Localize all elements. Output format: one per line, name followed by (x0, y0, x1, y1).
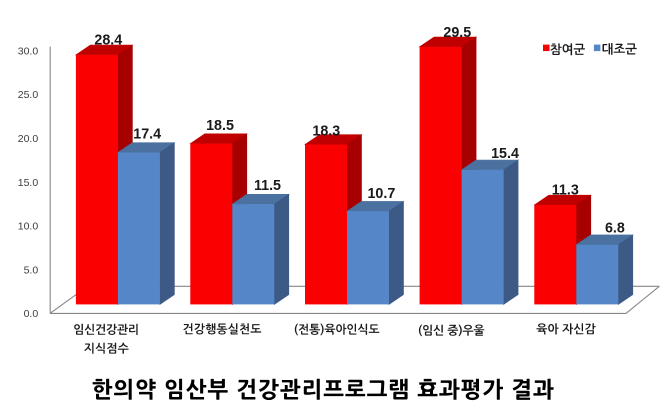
svg-text:5.0: 5.0 (24, 264, 39, 276)
svg-text:20.0: 20.0 (18, 133, 39, 145)
svg-text:10.7: 10.7 (367, 186, 395, 202)
svg-text:6.8: 6.8 (605, 220, 625, 236)
svg-text:11.5: 11.5 (254, 178, 281, 194)
svg-text:11.3: 11.3 (552, 182, 579, 198)
svg-text:15.4: 15.4 (491, 146, 519, 162)
svg-text:25.0: 25.0 (18, 89, 39, 101)
svg-text:28.4: 28.4 (94, 33, 122, 49)
svg-text:15.0: 15.0 (18, 177, 39, 189)
svg-text:17.4: 17.4 (133, 127, 161, 143)
svg-text:10.0: 10.0 (18, 221, 39, 233)
svg-text:0.0: 0.0 (24, 308, 39, 320)
svg-text:18.3: 18.3 (312, 123, 340, 139)
svg-text:18.5: 18.5 (206, 118, 234, 134)
svg-text:30.0: 30.0 (18, 45, 39, 57)
svg-text:29.5: 29.5 (443, 25, 471, 41)
